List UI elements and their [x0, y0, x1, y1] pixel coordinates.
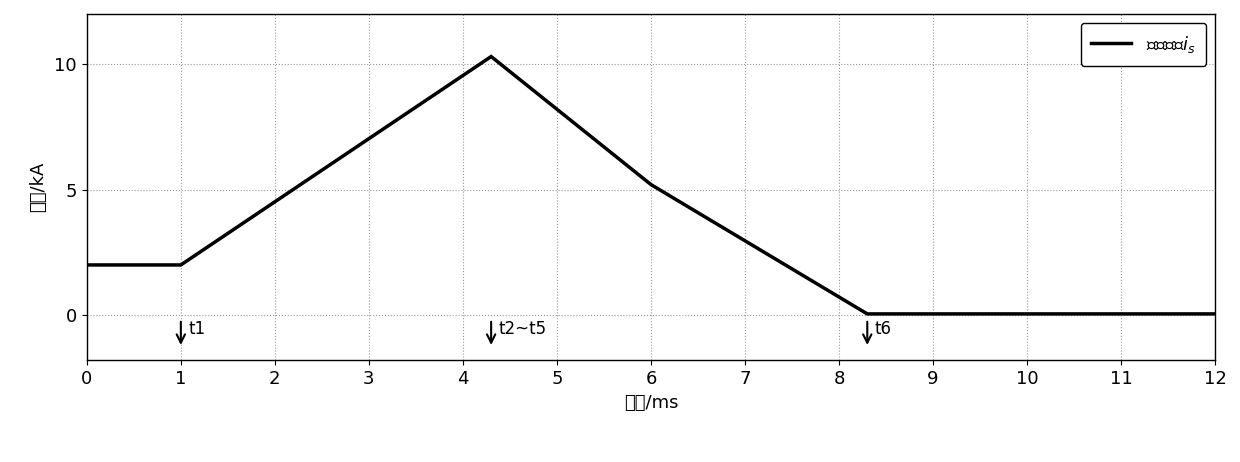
Legend: 系统电流$i_s$: 系统电流$i_s$	[1080, 23, 1207, 66]
Text: t2~t5: t2~t5	[498, 320, 547, 338]
Text: t1: t1	[188, 320, 206, 338]
Text: t6: t6	[874, 320, 892, 338]
X-axis label: 时间/ms: 时间/ms	[624, 394, 678, 412]
Y-axis label: 电流/kA: 电流/kA	[30, 162, 47, 213]
